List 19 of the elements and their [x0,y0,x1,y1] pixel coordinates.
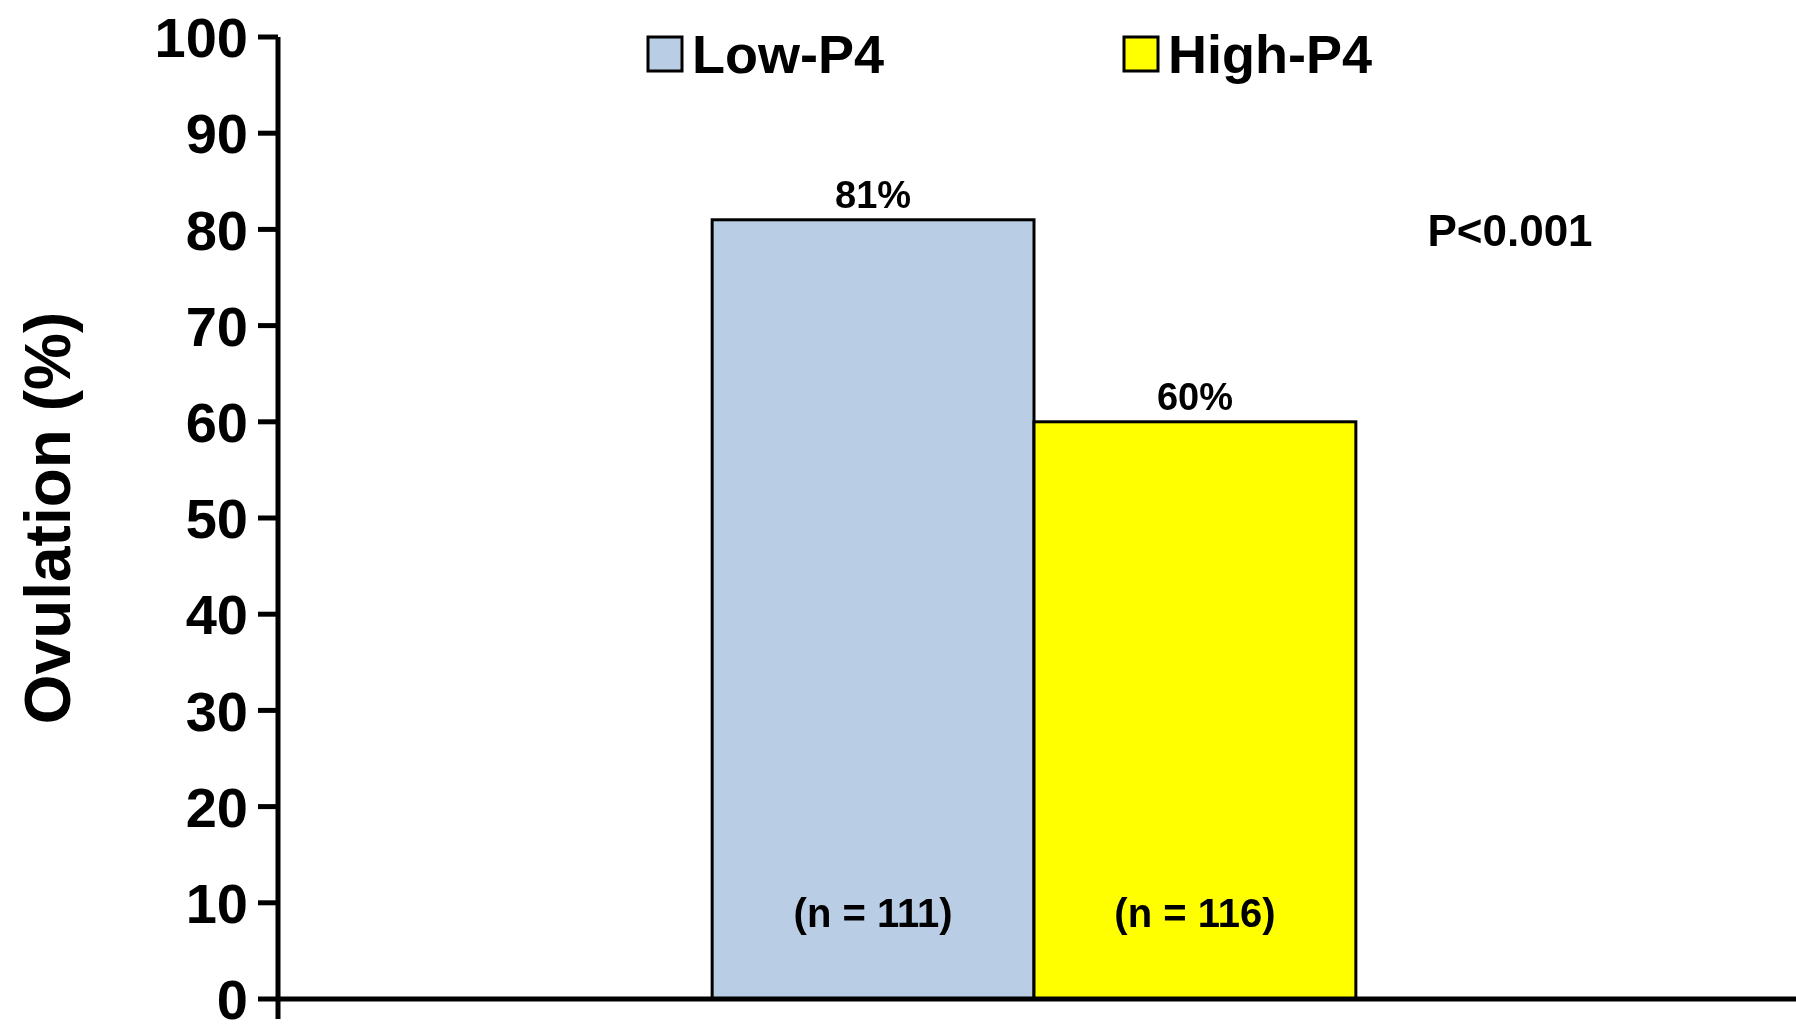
y-tick-label: 100 [154,6,248,70]
y-tick-label: 50 [185,487,248,551]
y-tick-label: 70 [185,294,248,358]
y-tick-label: 80 [185,198,248,262]
y-tick-label: 0 [216,968,248,1024]
legend-label: Low-P4 [692,24,885,85]
annotation: (n = 111) [793,891,953,936]
y-tick-label: 20 [185,775,248,839]
legend-label: High-P4 [1168,24,1373,85]
y-axis-title: Ovulation (%) [12,311,84,725]
annotation: P<0.001 [1427,206,1593,255]
y-tick-label: 60 [185,390,248,454]
annotation: (n = 116) [1114,891,1276,936]
y-tick-label: 30 [185,679,248,743]
y-tick-label: 10 [185,871,248,935]
data-label: 81% [835,173,912,216]
y-tick-label: 90 [185,102,248,166]
y-tick-label: 40 [185,583,248,647]
data-label: 60% [1156,375,1233,418]
